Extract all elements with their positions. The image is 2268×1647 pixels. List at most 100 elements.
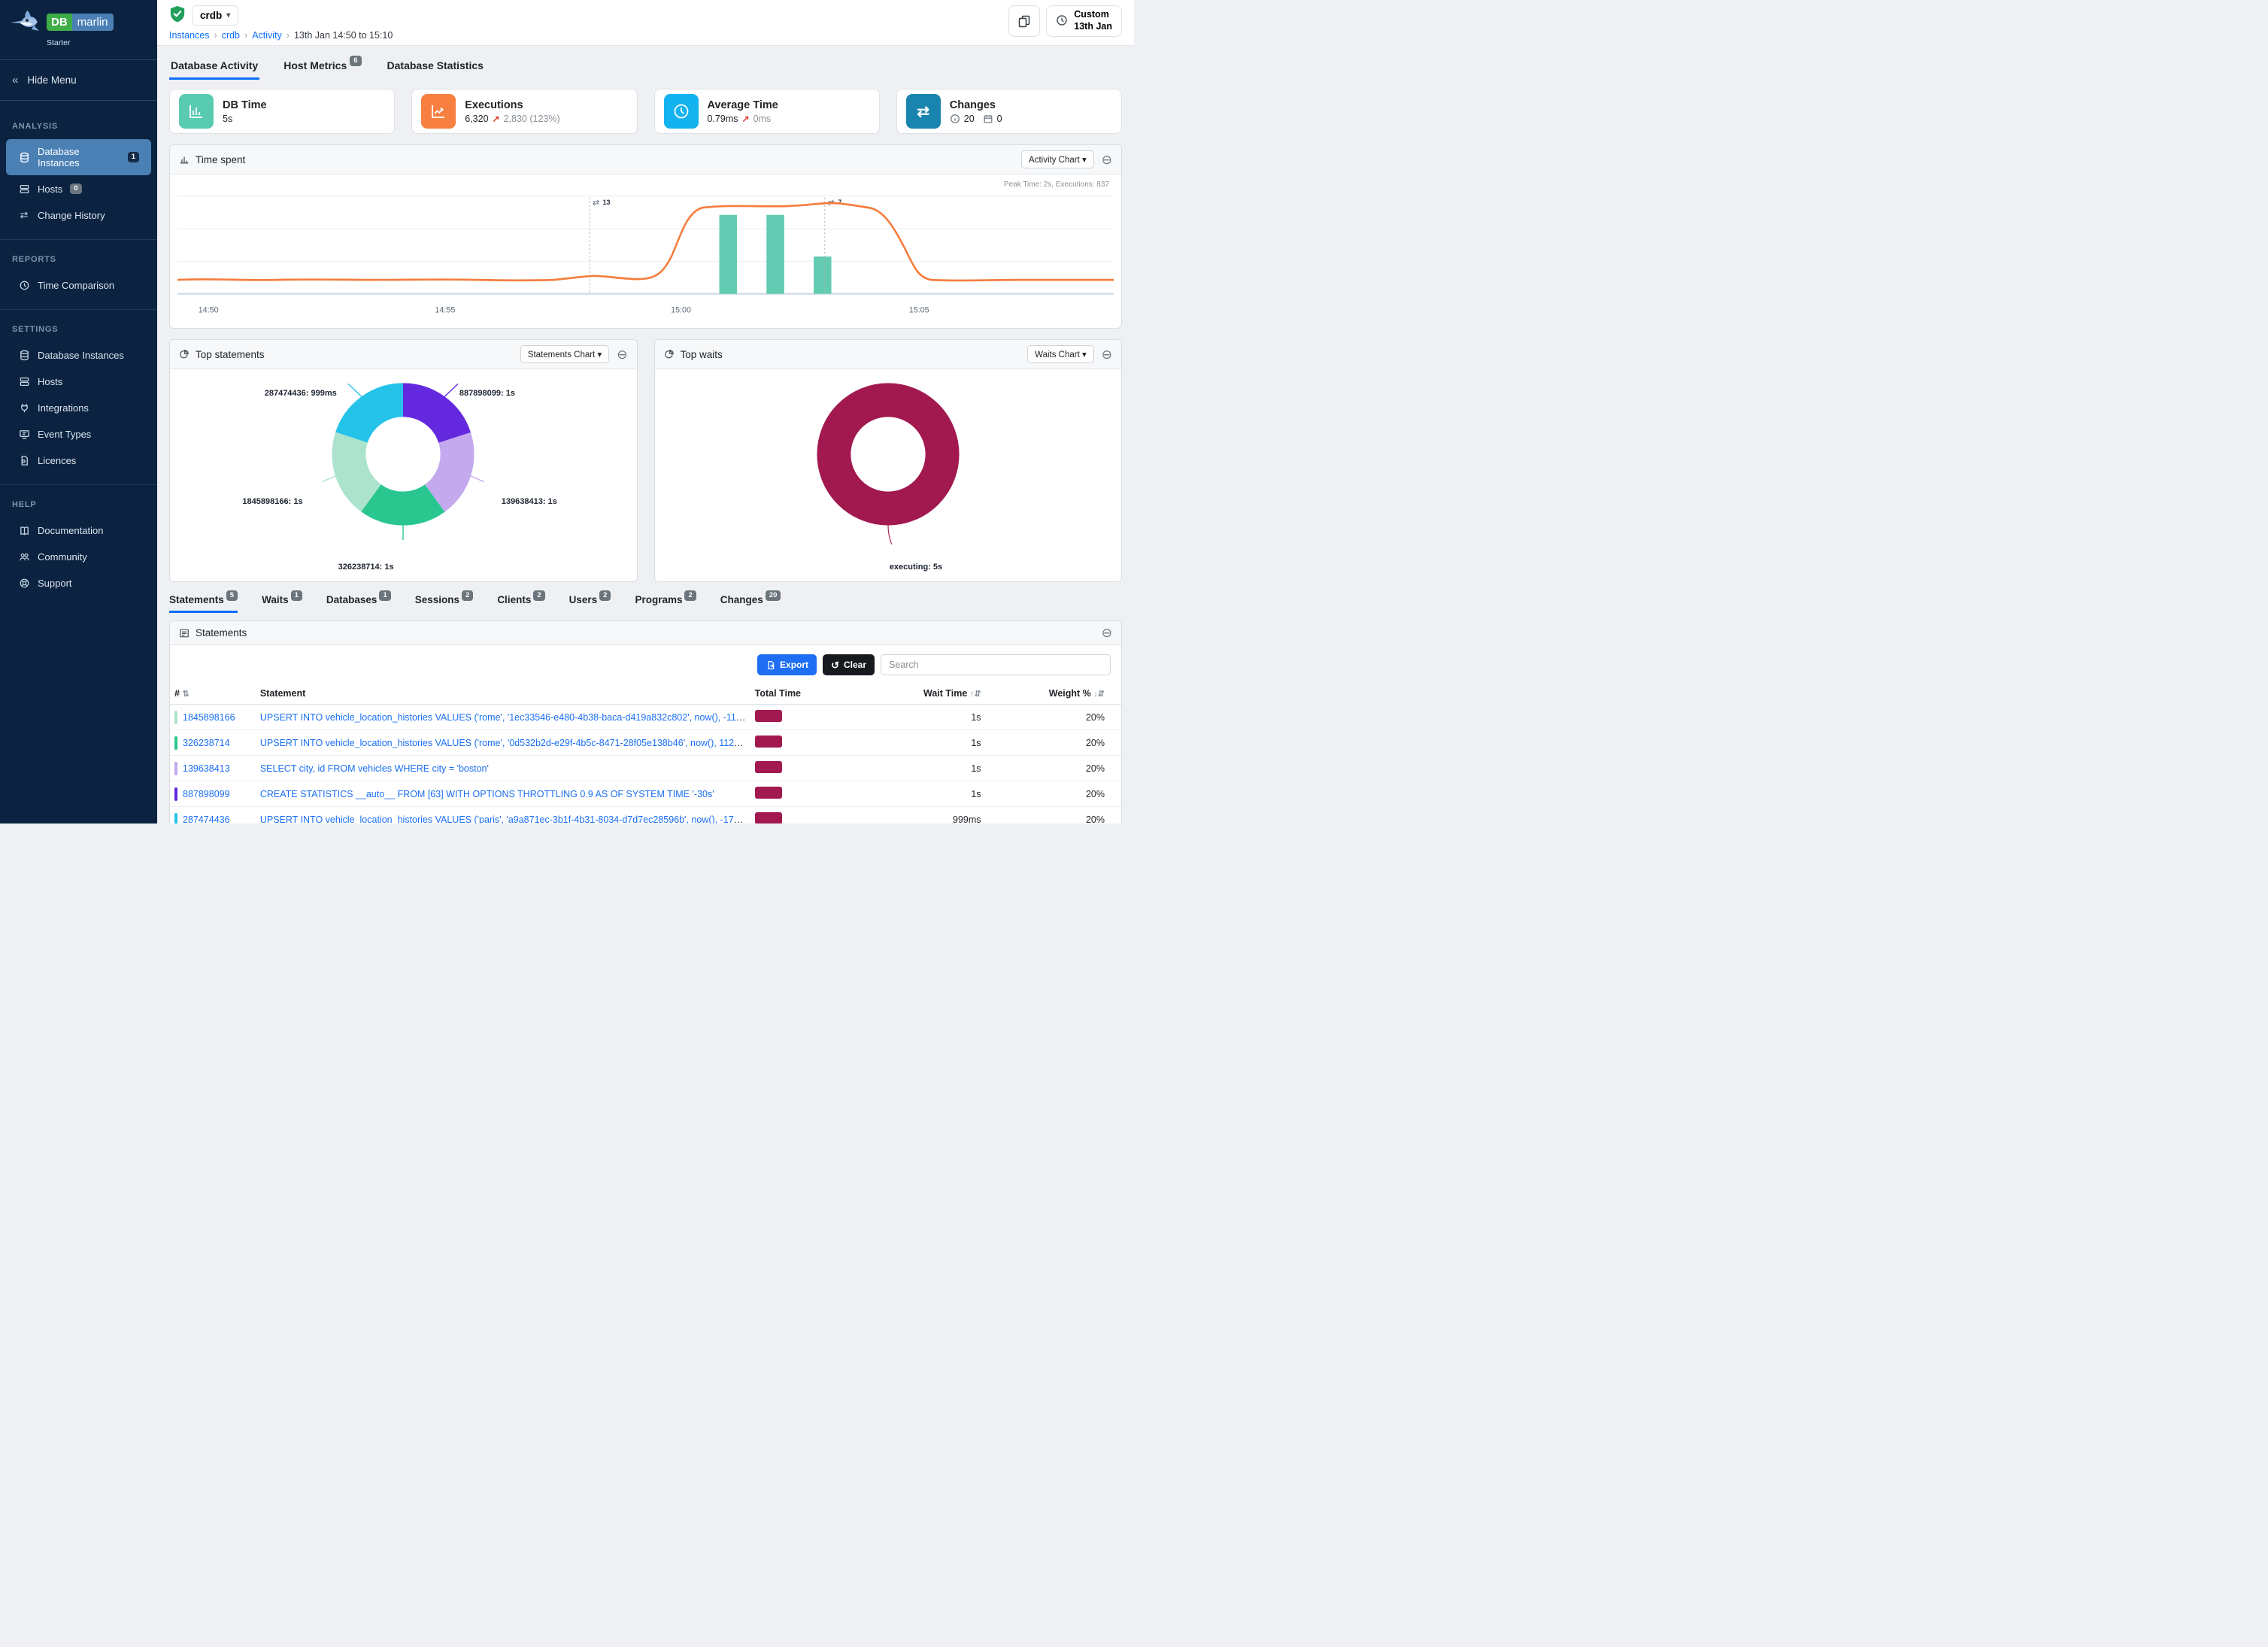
statement-id-link[interactable]: 326238714 [183, 737, 230, 748]
donut-label: 326238714: 1s [338, 562, 394, 572]
count-badge: 2 [684, 590, 696, 601]
line-chart-icon [421, 94, 456, 129]
panel-title: Top waits [680, 348, 723, 360]
page-tabs: Database Activity Host Metrics 6 Databas… [169, 52, 1122, 80]
sidebar-item-database-instances[interactable]: Database Instances 1 [6, 139, 151, 175]
statement-link[interactable]: UPSERT INTO vehicle_location_histories V… [259, 737, 750, 748]
collapse-icon[interactable]: ⊖ [617, 347, 628, 362]
col-weight[interactable]: Weight % ↓⇵ [997, 683, 1121, 705]
clear-button[interactable]: ↺ Clear [823, 654, 875, 675]
bar-chart-icon [179, 154, 190, 165]
donut-slice [332, 383, 475, 526]
statement-id-link[interactable]: 1845898166 [183, 711, 235, 723]
sidebar: DB marlin Starter « Hide Menu ANALYSIS D… [0, 0, 157, 824]
breadcrumb-current: 13th Jan 14:50 to 15:10 [293, 30, 393, 41]
tab-databases[interactable]: Databases 1 [326, 590, 391, 613]
tab-sessions[interactable]: Sessions 2 [415, 590, 474, 613]
swap-arrows-icon: ⇄ [20, 209, 29, 220]
table-row: 887898099 CREATE STATISTICS __auto__ FRO… [170, 781, 1121, 807]
sidebar-item-community[interactable]: Community [6, 544, 151, 569]
time-range-button[interactable]: Custom 13th Jan [1046, 5, 1122, 37]
collapse-icon[interactable]: ⊖ [1101, 347, 1112, 362]
count-badge: 0 [70, 184, 82, 194]
panel-title: Statements [196, 627, 247, 638]
statements-chart-select[interactable]: Statements Chart ▾ [520, 345, 610, 363]
sidebar-item-support[interactable]: Support [6, 570, 151, 596]
section-title: HELP [12, 500, 37, 509]
pie-chart-icon [664, 349, 675, 359]
licence-doc-icon [18, 454, 30, 466]
col-total-time[interactable]: Total Time [750, 683, 846, 705]
breadcrumb-instances[interactable]: Instances [169, 30, 210, 41]
statement-link[interactable]: CREATE STATISTICS __auto__ FROM [63] WIT… [259, 788, 714, 799]
time-spent-panel: Time spent Activity Chart ▾ ⊖ Peak Time:… [169, 144, 1122, 329]
panel-title: Time spent [196, 153, 246, 165]
statements-donut[interactable] [322, 377, 485, 541]
sidebar-item-licences[interactable]: Licences [6, 447, 151, 473]
collapse-icon[interactable]: ⊖ [1101, 626, 1112, 640]
sidebar-item-time-comparison[interactable]: Time Comparison [6, 272, 151, 298]
total-time-bar [754, 812, 782, 824]
statement-id-link[interactable]: 287474436 [183, 814, 230, 824]
statement-link[interactable]: UPSERT INTO vehicle_location_histories V… [259, 711, 750, 723]
tab-clients[interactable]: Clients 2 [497, 590, 545, 613]
statement-id-link[interactable]: 139638413 [183, 763, 230, 774]
leader-line [347, 383, 362, 397]
leader-line [444, 383, 459, 397]
sidebar-item-hosts[interactable]: Hosts 0 [6, 176, 151, 202]
weight-value: 20% [997, 729, 1121, 756]
sidebar-item-integrations[interactable]: Integrations [6, 395, 151, 420]
statement-link[interactable]: UPSERT INTO vehicle_location_histories V… [259, 814, 750, 824]
tab-programs[interactable]: Programs 2 [635, 590, 696, 613]
search-input[interactable] [881, 654, 1111, 675]
statement-id-link[interactable]: 887898099 [183, 788, 230, 799]
top-header: crdb ▾ Instances › crdb › Activity › 13t… [157, 0, 1134, 46]
sidebar-item-settings-hosts[interactable]: Hosts [6, 369, 151, 394]
sidebar-section-help: HELP Documentation Community Support [0, 484, 157, 607]
table-row: 139638413 SELECT city, id FROM vehicles … [170, 755, 1121, 781]
col-id[interactable]: # ⇅ [170, 683, 256, 705]
sidebar-item-documentation[interactable]: Documentation [6, 517, 151, 543]
tab-database-statistics[interactable]: Database Statistics [387, 59, 484, 71]
marlin-fish-logo [9, 8, 42, 37]
wait-time-value: 1s [845, 781, 998, 807]
table-row: 1845898166 UPSERT INTO vehicle_location_… [170, 704, 1121, 730]
sidebar-item-change-history[interactable]: ⇄ Change History [6, 202, 151, 228]
undo-icon: ↺ [831, 659, 839, 671]
collapse-icon[interactable]: ⊖ [1101, 152, 1112, 167]
swap-arrows-icon: ⇄ [905, 94, 941, 129]
wait-time-value: 1s [845, 755, 998, 781]
sidebar-item-settings-database-instances[interactable]: Database Instances [6, 342, 151, 368]
export-button[interactable]: Export [757, 654, 817, 675]
tab-changes[interactable]: Changes 20 [720, 590, 781, 613]
waits-chart-select[interactable]: Waits Chart ▾ [1027, 345, 1094, 363]
copy-button[interactable] [1008, 5, 1041, 37]
count-badge: 6 [350, 56, 362, 66]
breadcrumb-crdb[interactable]: crdb [221, 30, 241, 41]
chevrons-left-icon: « [12, 74, 19, 86]
tab-database-activity[interactable]: Database Activity [169, 55, 260, 80]
waits-donut-body: executing: 5s [655, 377, 1122, 581]
tab-users[interactable]: Users 2 [569, 590, 611, 613]
tab-statements[interactable]: Statements 5 [169, 590, 238, 613]
people-icon [18, 551, 30, 563]
activity-chart-select[interactable]: Activity Chart ▾ [1021, 150, 1094, 168]
statement-link[interactable]: SELECT city, id FROM vehicles WHERE city… [259, 763, 489, 774]
col-wait-time[interactable]: Wait Time ↑⇵ [845, 683, 998, 705]
statements-table-panel: Statements ⊖ Export ↺ Clear [169, 620, 1122, 824]
change-marker-count: 13 [603, 199, 611, 206]
count-badge: 1 [379, 590, 391, 601]
statement-color-bar [174, 710, 177, 724]
waits-donut[interactable] [811, 377, 966, 545]
col-statement[interactable]: Statement [255, 683, 750, 705]
metric-cards: DB Time 5s Executions 6,320 ↗ 2,830 (123… [169, 89, 1122, 134]
tab-host-metrics[interactable]: Host Metrics 6 [282, 55, 362, 80]
db-time-bar [766, 214, 784, 294]
instance-dropdown[interactable]: crdb ▾ [192, 5, 239, 26]
tab-waits[interactable]: Waits 1 [262, 590, 302, 613]
brand: DB marlin Starter [0, 0, 157, 53]
hide-menu-button[interactable]: « Hide Menu [12, 74, 77, 86]
donut-slice [332, 383, 475, 526]
sidebar-item-event-types[interactable]: Event Types [6, 421, 151, 447]
breadcrumb-activity[interactable]: Activity [252, 30, 282, 41]
